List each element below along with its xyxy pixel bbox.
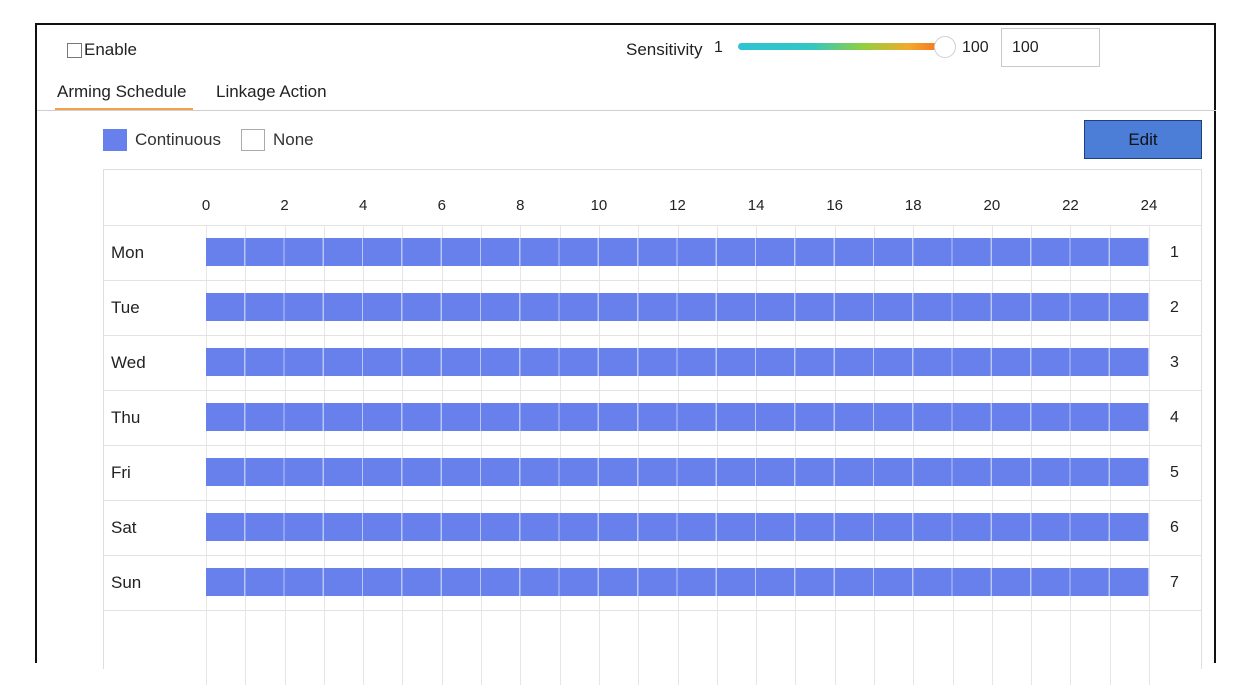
schedule-bar[interactable] xyxy=(206,293,1149,321)
grid-horizontal-line xyxy=(104,445,1201,446)
schedule-row-sat[interactable]: Sat 6 xyxy=(104,500,1201,555)
schedule-bar[interactable] xyxy=(206,403,1149,431)
sensitivity-input[interactable] xyxy=(1001,28,1100,67)
sensitivity-max-label: 100 xyxy=(962,39,989,56)
hour-label: 10 xyxy=(590,197,608,214)
row-number: 6 xyxy=(1170,519,1179,536)
grid-vertical-line xyxy=(245,225,247,685)
sensitivity-min-label: 1 xyxy=(714,39,723,56)
grid-vertical-line xyxy=(323,225,325,685)
hour-label: 16 xyxy=(826,197,843,214)
grid-vertical-line xyxy=(834,225,836,685)
hour-label: 14 xyxy=(747,197,765,214)
enable-checkbox-box[interactable] xyxy=(67,42,82,58)
sensitivity-slider-track[interactable] xyxy=(738,43,946,50)
hour-label: 2 xyxy=(280,197,289,214)
schedule-bar[interactable] xyxy=(206,513,1149,541)
schedule-row-sun[interactable]: Sun 7 xyxy=(104,555,1201,610)
grid-horizontal-line xyxy=(104,335,1201,336)
hour-label: 4 xyxy=(358,197,368,214)
hour-label: 20 xyxy=(983,197,1001,214)
schedule-bar[interactable] xyxy=(206,348,1149,376)
grid-vertical-line xyxy=(638,225,640,685)
day-label: Fri xyxy=(111,463,131,482)
none-swatch[interactable] xyxy=(241,129,265,151)
grid-vertical-line xyxy=(952,225,954,685)
schedule-bar[interactable] xyxy=(206,458,1149,486)
grid-vertical-line xyxy=(481,225,483,685)
edit-button[interactable]: Edit xyxy=(1084,120,1202,159)
grid-vertical-line xyxy=(1149,225,1150,685)
day-label: Sat xyxy=(111,518,137,537)
day-label: Sun xyxy=(111,573,142,592)
schedule-bar[interactable] xyxy=(206,238,1149,266)
enable-checkbox[interactable]: Enable xyxy=(67,40,137,60)
sensitivity-slider-thumb[interactable] xyxy=(934,36,956,58)
schedule-row-fri[interactable]: Fri 5 xyxy=(104,445,1201,500)
enable-label: Enable xyxy=(84,40,137,59)
grid-vertical-line xyxy=(598,225,600,685)
grid-vertical-line xyxy=(1070,225,1072,685)
grid-vertical-line xyxy=(716,225,718,685)
hour-label: 24 xyxy=(1140,197,1158,214)
grid-vertical-line xyxy=(520,225,522,685)
schedule-grid: 0 2 4 6 8 10 12 14 16 18 20 22 24 Mon 1 Tue 2 Wed 3 Thu 4 Fri… xyxy=(103,169,1202,685)
none-label: None xyxy=(273,130,314,149)
grid-vertical-line xyxy=(1109,225,1111,685)
schedule-row-thu[interactable]: Thu 4 xyxy=(104,390,1201,445)
hour-label: 6 xyxy=(437,197,446,214)
hour-label: 8 xyxy=(516,197,525,214)
sensitivity-slider[interactable] xyxy=(738,36,960,58)
sensitivity-label: Sensitivity xyxy=(626,40,703,59)
grid-vertical-line xyxy=(206,225,207,685)
day-label: Tue xyxy=(111,298,140,317)
grid-vertical-line xyxy=(677,225,679,685)
grid-horizontal-line xyxy=(104,280,1201,281)
row-number: 7 xyxy=(1170,574,1179,591)
row-number: 3 xyxy=(1170,354,1179,371)
legend-none[interactable]: None xyxy=(241,129,314,151)
day-label: Mon xyxy=(111,243,145,262)
grid-vertical-line xyxy=(402,225,404,685)
grid-vertical-line xyxy=(1031,225,1033,685)
grid-horizontal-line xyxy=(104,500,1201,501)
row-number: 4 xyxy=(1170,409,1179,426)
row-number: 5 xyxy=(1170,464,1179,481)
tab-arming-schedule[interactable]: Arming Schedule xyxy=(57,82,187,101)
day-label: Wed xyxy=(111,353,146,372)
grid-vertical-line xyxy=(795,225,797,685)
hour-label: 12 xyxy=(669,197,686,214)
hour-label: 0 xyxy=(201,197,211,214)
hour-label: 22 xyxy=(1062,197,1079,214)
continuous-label: Continuous xyxy=(135,130,222,149)
schedule-row-mon[interactable]: Mon 1 xyxy=(104,225,1201,280)
continuous-swatch[interactable] xyxy=(103,129,127,151)
settings-panel xyxy=(35,23,1216,663)
row-number: 2 xyxy=(1170,299,1179,316)
active-tab-indicator xyxy=(55,108,193,110)
row-number: 1 xyxy=(1170,244,1179,261)
day-label: Thu xyxy=(111,408,141,427)
hour-label: 18 xyxy=(904,197,922,214)
grid-horizontal-line xyxy=(104,610,1201,611)
grid-vertical-line xyxy=(284,225,286,685)
grid-vertical-line xyxy=(756,225,758,685)
legend-continuous[interactable]: Continuous xyxy=(103,129,221,151)
grid-vertical-line xyxy=(363,225,365,685)
schedule-row-tue[interactable]: Tue 2 xyxy=(104,280,1201,335)
schedule-row-wed[interactable]: Wed 3 xyxy=(104,335,1201,390)
grid-vertical-line xyxy=(873,225,875,685)
grid-vertical-line xyxy=(441,225,443,685)
grid-horizontal-line xyxy=(104,555,1201,556)
grid-horizontal-line xyxy=(104,225,1201,226)
tab-linkage-action[interactable]: Linkage Action xyxy=(216,82,327,101)
grid-vertical-line xyxy=(991,225,993,685)
grid-vertical-line xyxy=(913,225,915,685)
tabs-divider xyxy=(37,110,1216,111)
grid-vertical-line xyxy=(559,225,561,685)
grid-horizontal-line xyxy=(104,390,1201,391)
schedule-bar[interactable] xyxy=(206,568,1149,596)
